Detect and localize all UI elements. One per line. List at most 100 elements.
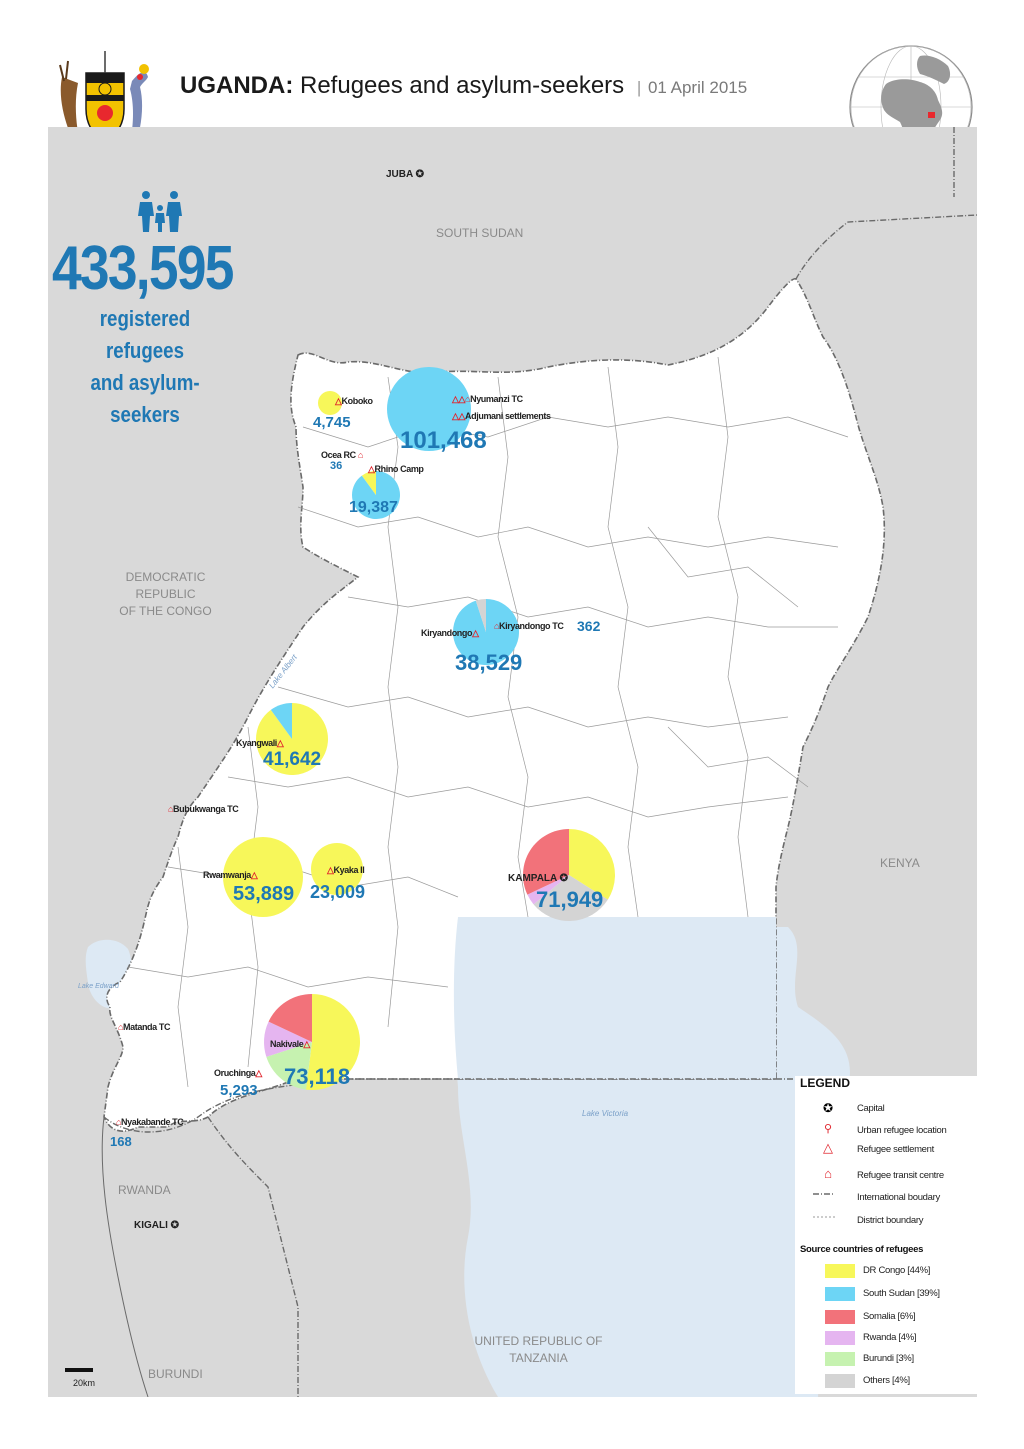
label-drc-line2: REPUBLIC [135, 587, 196, 601]
pie-slice [361, 471, 376, 495]
title-date: 01 April 2015 [647, 78, 748, 97]
site-kyangwali[interactable]: Kyangwali△ [236, 738, 284, 749]
site-kyangwali-name: Kyangwali [236, 738, 277, 748]
legend-source-label: South Sudan [39%] [863, 1288, 940, 1299]
site-bubukwanga-name: Bubukwanga TC [173, 804, 239, 814]
label-tanzania: UNITED REPUBLIC OF TANZANIA [466, 1333, 611, 1367]
label-tanzania-line1: UNITED REPUBLIC OF [474, 1334, 603, 1348]
label-drc-line1: DEMOCRATIC [125, 570, 206, 584]
site-koboko[interactable]: △Koboko [335, 396, 373, 407]
site-nakivale-value: 73,118 [284, 1064, 351, 1089]
settlement-icon: △ [368, 464, 375, 474]
site-nakivale[interactable]: Nakivale△ [270, 1039, 310, 1050]
legend-source-label: DR Congo [44%] [863, 1265, 931, 1276]
scale-bar: 20km [65, 1368, 95, 1388]
site-kiryandongo-tc[interactable]: ⌂Kiryandongo TC [494, 621, 564, 631]
site-adjumani-value: 101,468 [400, 427, 487, 454]
total-refugees-number: 433,595 [52, 234, 234, 303]
site-ocea[interactable]: Ocea RC ⌂ [321, 450, 363, 460]
site-matanda-name: Matanda TC [123, 1022, 171, 1032]
legend-item-urban: Urban refugee location [857, 1125, 947, 1136]
total-refugees-caption: registered refugees and asylum-seekers [60, 303, 230, 431]
settlement-icon: △ [255, 1068, 262, 1078]
title-country: UGANDA: [180, 72, 294, 99]
site-ocea-name: Ocea RC [321, 450, 356, 460]
legend-source-label: Rwanda [4%] [863, 1332, 917, 1343]
legend-source-swatch [825, 1374, 855, 1388]
pie-slice [266, 1042, 312, 1090]
label-burundi: BURUNDI [148, 1367, 203, 1381]
site-nyumanzi[interactable]: △△⌂Nyumanzi TC [452, 394, 523, 405]
settlement-icon: △ [303, 1039, 310, 1049]
legend-item-settlement: Refugee settlement [857, 1144, 934, 1155]
settlement-icon: △ [335, 396, 342, 406]
capital-icon: ✪ [415, 169, 425, 180]
site-kiryandongo-value: 38,529 [455, 650, 523, 675]
label-rwanda: RWANDA [118, 1183, 171, 1197]
pie-slice [452, 599, 519, 666]
legend-item-intl-boundary: International boudary [857, 1192, 940, 1203]
urban-location-pin-icon: ⚲ [823, 1123, 833, 1135]
settlement-icon: △ [276, 738, 284, 748]
label-drc: DEMOCRATIC REPUBLIC OF THE CONGO [108, 569, 223, 620]
pie-slice [387, 367, 471, 451]
pie-slice [533, 875, 608, 922]
legend-title: LEGEND [800, 1076, 851, 1090]
site-kyaka[interactable]: △Kyaka II [327, 865, 365, 876]
capital-kigali[interactable]: KIGALI ✪ [134, 1220, 179, 1231]
transit-centre-icon: ⌂ [357, 450, 363, 460]
transit-centre-icon: ⌂ [116, 1117, 122, 1127]
legend-source-swatch [825, 1264, 855, 1278]
lake-victoria-uganda-part [453, 917, 776, 1079]
site-rhino-value: 19,387 [349, 499, 398, 516]
legend-item-district-boundary: District boundary [857, 1215, 924, 1226]
legend-source-label: Somalia [6%] [863, 1311, 916, 1322]
site-kyaka-name: Kyaka II [333, 865, 365, 875]
site-rwamwanja[interactable]: Rwamwanja△ [203, 870, 258, 881]
capital-kampala[interactable]: KAMPALA ✪ [508, 873, 568, 884]
family-icon [138, 191, 182, 232]
site-matanda[interactable]: ⌂Matanda TC [118, 1022, 170, 1032]
site-kiryandongo-tc-name: Kiryandongo TC [499, 621, 564, 631]
settlement-icon: △ [472, 628, 479, 638]
site-kiryandongo[interactable]: Kiryandongo△ [421, 628, 479, 639]
pie-slice [527, 875, 569, 905]
pie-slice [270, 703, 292, 739]
site-koboko-name: Koboko [341, 396, 374, 406]
capital-icon: ✪ [559, 873, 569, 884]
site-bubukwanga[interactable]: ⌂Bubukwanga TC [168, 804, 239, 814]
international-boundary-icon [813, 1193, 835, 1195]
pie-slice [569, 829, 615, 900]
capital-kampala-label: KAMPALA [508, 873, 557, 884]
legend-source-swatch [825, 1352, 855, 1366]
total-caption-line2: and asylum-seekers [90, 370, 200, 427]
pie-slice [223, 837, 303, 917]
district-boundaries [127, 356, 849, 1088]
site-nyumanzi-name: Nyumanzi TC [470, 394, 523, 404]
site-oruchinga[interactable]: Oruchinga△ [214, 1068, 262, 1079]
label-tanzania-line2: TANZANIA [509, 1351, 568, 1365]
refugee-pie-charts [223, 367, 615, 1090]
site-rwamwanja-name: Rwamwanja [203, 870, 251, 880]
site-oruchinga-value: 5,293 [220, 1082, 258, 1099]
site-rhino-name: Rhino Camp [374, 464, 424, 474]
legend-source-swatch [825, 1331, 855, 1345]
settlement-icon: △△ [452, 411, 466, 421]
pie-slice [523, 829, 569, 895]
label-south-sudan: SOUTH SUDAN [436, 226, 524, 240]
capital-icon: ✪ [822, 1101, 834, 1115]
legend-item-transit: Refugee transit centre [857, 1170, 944, 1181]
transit-centre-icon: ⌂ [168, 804, 174, 814]
legend-source-label: Others [4%] [863, 1375, 910, 1386]
site-adjumani[interactable]: △△Adjumani settlements [452, 411, 551, 422]
pie-slice [268, 994, 312, 1042]
label-lake-edward: Lake Edward [78, 983, 119, 990]
site-nyakabande[interactable]: ⌂Nyakabande TC [116, 1117, 184, 1127]
transit-centre-icon: ⌂ [118, 1022, 124, 1032]
pie-slice [264, 1021, 312, 1057]
site-nyakabande-name: Nyakabande TC [121, 1117, 184, 1127]
district-boundary-icon [813, 1216, 835, 1218]
capital-juba[interactable]: JUBA ✪ [386, 169, 424, 180]
site-rhino-camp[interactable]: △Rhino Camp [368, 464, 424, 475]
capital-kigali-label: KIGALI [134, 1220, 168, 1231]
